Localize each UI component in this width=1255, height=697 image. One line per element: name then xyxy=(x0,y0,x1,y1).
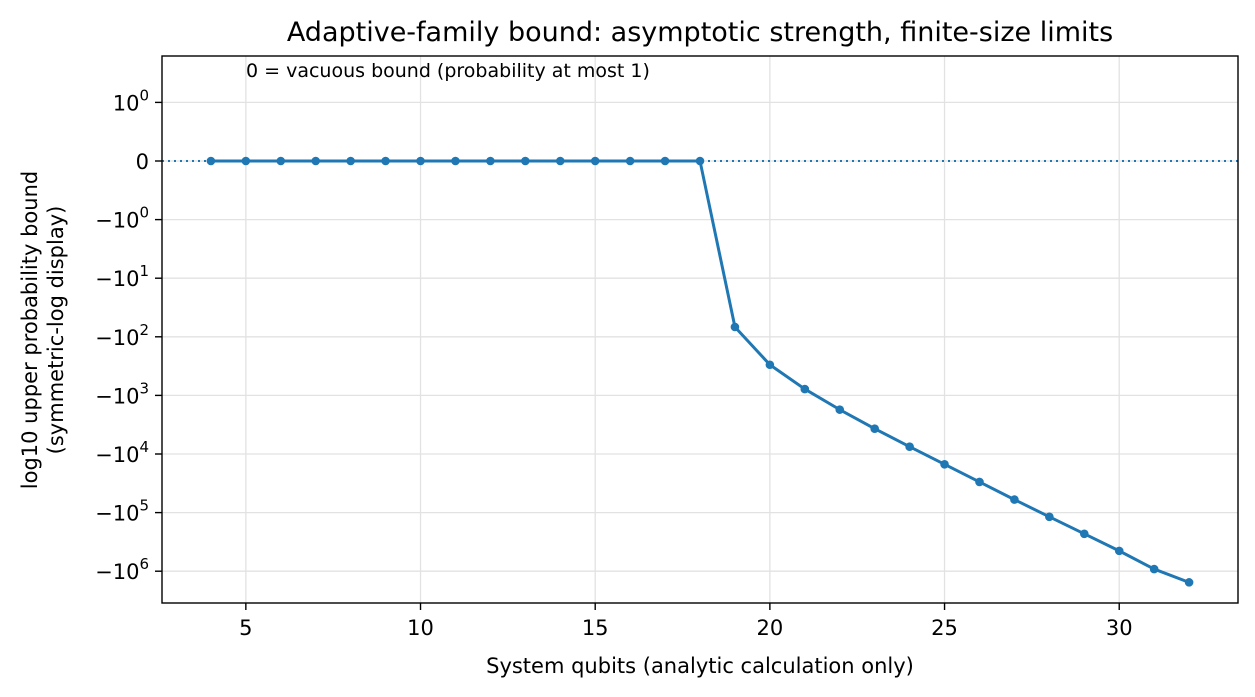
y-tick-label: 100 xyxy=(113,86,149,115)
y-axis: 100 0 −100 −101 −102 −103 −104 −105 −106 xyxy=(95,86,162,584)
data-point xyxy=(311,156,321,166)
data-point xyxy=(521,156,530,166)
data-point xyxy=(276,156,286,166)
x-tick-label: 10 xyxy=(407,616,434,640)
data-point xyxy=(905,442,914,451)
y-axis-label-line2: (symmetric-log display) xyxy=(44,206,68,455)
data-point xyxy=(555,156,565,166)
y-tick-label: −106 xyxy=(95,555,149,584)
series-line xyxy=(210,159,1190,584)
data-point xyxy=(416,156,425,166)
plot-frame xyxy=(161,55,1239,604)
x-axis: 5 10 15 20 25 30 xyxy=(239,603,1133,640)
data-point xyxy=(625,156,635,166)
data-point xyxy=(346,156,355,166)
data-point xyxy=(835,405,845,414)
data-point xyxy=(800,384,810,394)
data-point xyxy=(590,156,600,166)
data-point xyxy=(870,424,879,433)
y-tick-label: −105 xyxy=(95,497,149,526)
y-tick-label: 0 xyxy=(136,150,149,174)
data-point xyxy=(1114,546,1124,556)
x-tick-label: 15 xyxy=(582,616,609,640)
data-point xyxy=(660,156,670,166)
data-point xyxy=(486,156,495,166)
annotation: 0 = vacuous bound (probability at most 1… xyxy=(246,60,650,82)
y-tick-label: −100 xyxy=(95,204,149,233)
data-point xyxy=(1010,495,1019,504)
x-tick-label: 20 xyxy=(757,616,784,640)
y-axis-label-line1: log10 upper probability bound xyxy=(18,171,42,489)
data-point xyxy=(1184,578,1194,587)
x-axis-label: System qubits (analytic calculation only… xyxy=(486,654,914,678)
data-point xyxy=(241,156,251,166)
data-point xyxy=(206,156,216,166)
grid xyxy=(162,56,1238,603)
y-tick-label: −104 xyxy=(95,438,149,467)
data-point xyxy=(1045,512,1054,522)
y-tick-label: −102 xyxy=(95,321,149,350)
data-point xyxy=(695,156,705,166)
data-point xyxy=(451,156,460,166)
x-tick-label: 25 xyxy=(931,616,958,640)
y-tick-label: −101 xyxy=(95,262,149,291)
data-point xyxy=(765,360,775,370)
data-point xyxy=(381,156,390,166)
x-tick-label: 30 xyxy=(1106,616,1133,640)
data-point xyxy=(1079,529,1089,539)
data-point xyxy=(940,460,949,469)
data-point xyxy=(1149,564,1159,574)
series-layer xyxy=(206,156,1194,587)
chart-title: Adaptive-family bound: asymptotic streng… xyxy=(287,17,1113,48)
x-tick-label: 5 xyxy=(239,616,252,640)
data-point xyxy=(975,477,984,487)
data-point xyxy=(730,322,740,332)
y-tick-label: −103 xyxy=(95,379,149,408)
